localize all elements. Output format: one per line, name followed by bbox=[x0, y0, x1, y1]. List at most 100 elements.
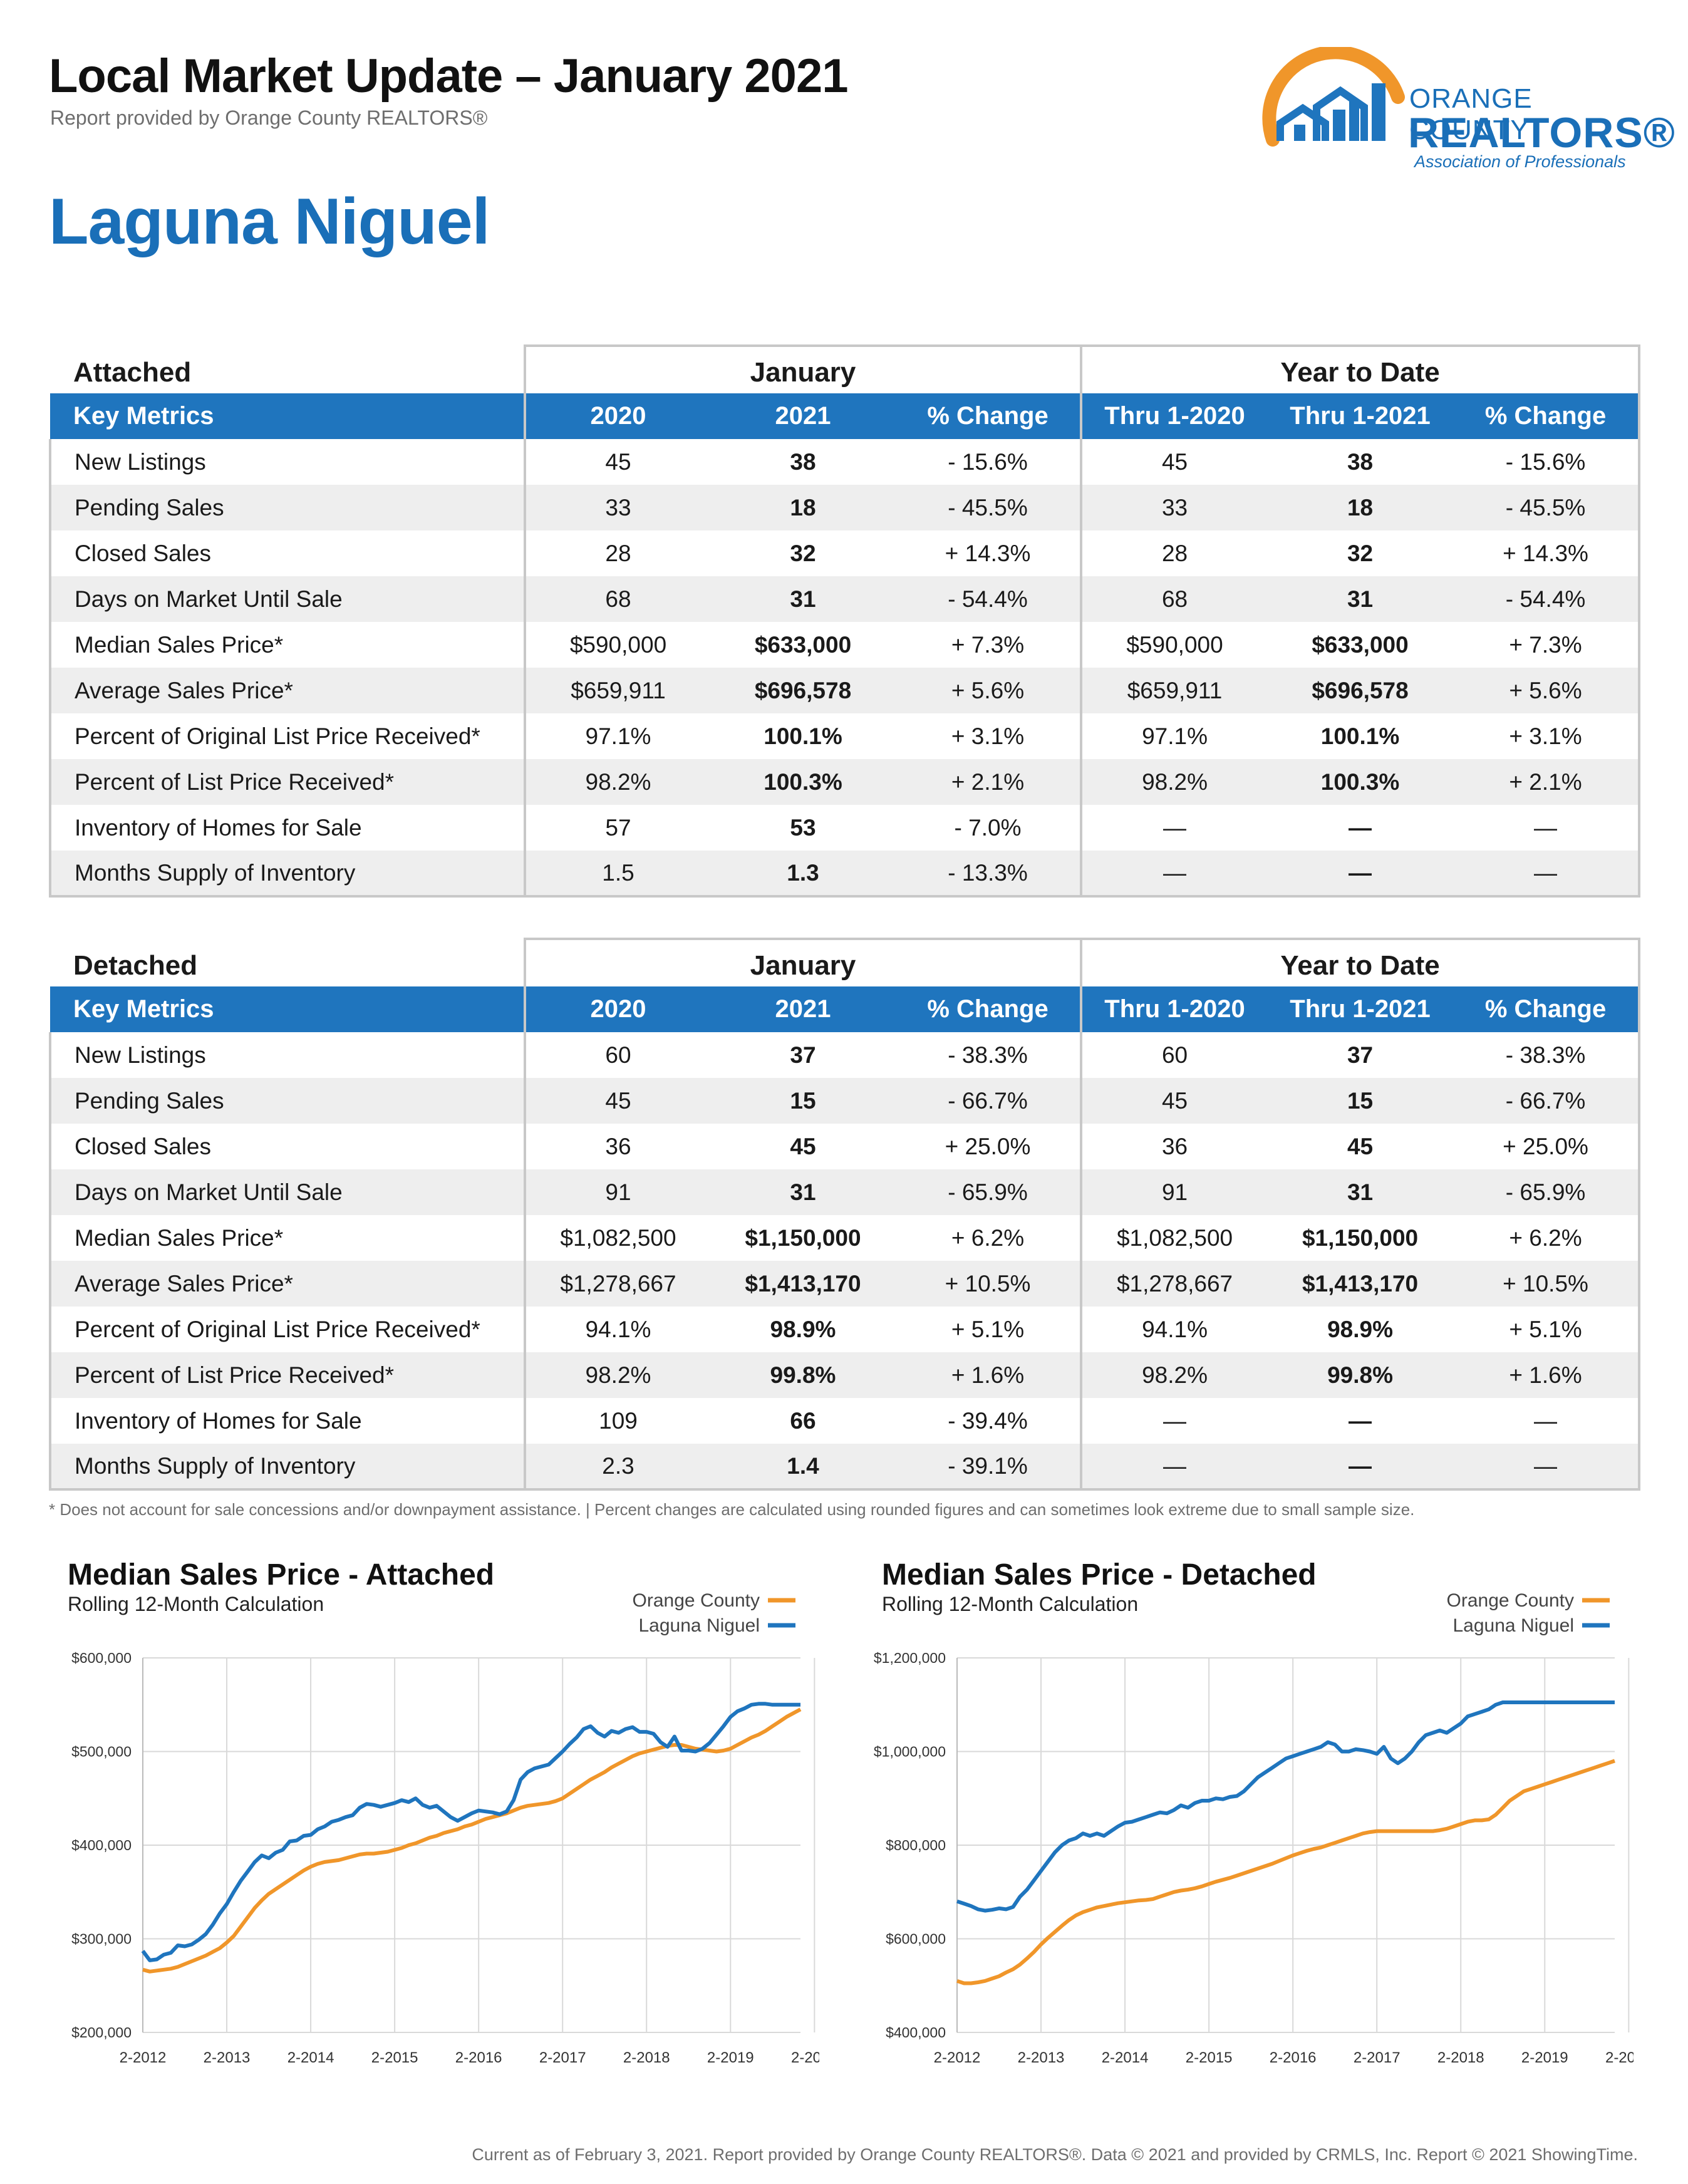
table-row: New Listings 60 37- 38.3% 60 37- 38.3% bbox=[49, 1032, 1641, 1078]
orange-county-realtors-logo: ORANGE COUNTY REALTORS® Association of P… bbox=[1259, 47, 1675, 172]
metric-value: 98.2% bbox=[1080, 1352, 1268, 1398]
x-tick-label: 2-2013 bbox=[1018, 2049, 1065, 2066]
column-header-thru2021: Thru 1-2021 bbox=[1267, 393, 1454, 439]
metric-value: 68 bbox=[1080, 576, 1268, 622]
metric-value: — bbox=[1453, 1398, 1641, 1444]
table-row: Days on Market Until Sale 68 31- 54.4% 68 31… bbox=[49, 576, 1641, 622]
metric-label: Days on Market Until Sale bbox=[49, 576, 525, 622]
metric-value: 38 bbox=[790, 448, 816, 475]
y-tick-label: $800,000 bbox=[886, 1837, 946, 1853]
metric-value: 2.3 bbox=[524, 1444, 710, 1491]
column-header-c2020: 2020 bbox=[524, 393, 710, 439]
metric-value: — bbox=[1080, 1444, 1268, 1491]
table-row: Months Supply of Inventory 1.5 1.3- 13.3% —… bbox=[49, 851, 1641, 898]
metric-value: 37 bbox=[1347, 1042, 1374, 1068]
table-row: Months Supply of Inventory 2.3 1.4- 39.1% —… bbox=[49, 1444, 1641, 1491]
line-chart: $200,000 $300,000 $400,000 $500,000 $600,000… bbox=[71, 1590, 819, 2066]
chart-title: Median Sales Price - Detached bbox=[882, 1558, 1317, 1591]
column-header-c2021: 2021 bbox=[710, 986, 896, 1032]
table-row: Closed Sales 28 32 + 14.3% 28 32 + 14.3% bbox=[49, 530, 1641, 576]
property-type-label: Detached bbox=[73, 950, 198, 981]
metric-value: — bbox=[1267, 851, 1454, 898]
table-row: Average Sales Price* $659,911 $696,578 + 5.… bbox=[49, 668, 1641, 713]
metric-value: 1.5 bbox=[524, 851, 710, 898]
column-header-key-metrics: Key Metrics bbox=[50, 986, 525, 1032]
house-arc-icon bbox=[1262, 47, 1405, 147]
y-tick-label: $500,000 bbox=[71, 1744, 132, 1760]
area-name: Laguna Niguel bbox=[49, 185, 490, 258]
metric-label: Months Supply of Inventory bbox=[49, 1444, 525, 1491]
metric-value: 68 bbox=[524, 576, 710, 622]
table-row: Days on Market Until Sale 91 31- 65.9% 91 31… bbox=[49, 1169, 1641, 1215]
metric-value: 45 bbox=[524, 1078, 710, 1124]
metric-value: $1,278,667 bbox=[524, 1261, 710, 1307]
metric-value: 31 bbox=[710, 1169, 896, 1215]
group-header-january: January bbox=[523, 344, 1083, 393]
y-tick-label: $1,000,000 bbox=[874, 1744, 946, 1760]
metric-value: 91 bbox=[1080, 1169, 1268, 1215]
metric-value: — bbox=[1453, 805, 1641, 851]
group-header-ytd: Year to Date bbox=[1080, 938, 1641, 986]
metric-value: + 14.3% bbox=[945, 540, 1031, 566]
x-tick-label: 2-2016 bbox=[1270, 2049, 1317, 2066]
metric-value: 36 bbox=[1080, 1124, 1268, 1169]
metric-label: Percent of List Price Received* bbox=[49, 1352, 525, 1398]
metric-value: 97.1% bbox=[1080, 713, 1268, 759]
metric-value: 94.1% bbox=[1080, 1307, 1268, 1352]
metric-value: 18 bbox=[710, 485, 896, 530]
metric-label: Average Sales Price* bbox=[49, 668, 525, 713]
metric-label: Inventory of Homes for Sale bbox=[49, 805, 525, 851]
metric-value: + 3.1% bbox=[1453, 713, 1641, 759]
metric-value: 15 bbox=[1267, 1078, 1454, 1124]
footnote: * Does not account for sale concessions … bbox=[49, 1500, 1415, 1519]
metric-value: + 7.3% bbox=[1453, 622, 1641, 668]
metric-value: 60 bbox=[1080, 1032, 1268, 1078]
y-tick-label: $600,000 bbox=[71, 1650, 132, 1666]
metric-value: $590,000 bbox=[1080, 622, 1268, 668]
metric-value: 38 bbox=[1347, 448, 1374, 475]
metric-value: $1,082,500 bbox=[524, 1215, 710, 1261]
metric-value: 31 bbox=[1267, 576, 1454, 622]
x-tick-label: 2-2015 bbox=[371, 2049, 418, 2066]
metric-value: + 25.0% bbox=[945, 1133, 1031, 1159]
x-tick-label: 2-2018 bbox=[1437, 2049, 1484, 2066]
metric-value: - 38.3% bbox=[948, 1042, 1028, 1068]
metric-value: — bbox=[1349, 814, 1372, 841]
metric-value: 100.3% bbox=[710, 759, 896, 805]
column-header-pct: % Change bbox=[896, 986, 1082, 1032]
metric-value: $1,413,170 bbox=[1267, 1261, 1454, 1307]
column-header-thru2021: Thru 1-2021 bbox=[1267, 986, 1454, 1032]
attached-metrics-table: Attached January Year to Date Key Metrics 20… bbox=[49, 344, 1641, 898]
table-row: Pending Sales 33 18- 45.5% 33 18- 45.5% bbox=[49, 485, 1641, 530]
metric-value: 32 bbox=[790, 540, 816, 566]
metric-value: - 45.5% bbox=[1453, 485, 1641, 530]
metric-value: 91 bbox=[524, 1169, 710, 1215]
x-tick-label: 2-2015 bbox=[1186, 2049, 1233, 2066]
metric-value: 28 bbox=[524, 530, 710, 576]
x-tick-label: 2-2014 bbox=[1102, 2049, 1149, 2066]
metric-value: + 7.3% bbox=[951, 631, 1025, 658]
chart-subtitle: Rolling 12-Month Calculation bbox=[68, 1593, 324, 1615]
metric-value: 33 bbox=[524, 485, 710, 530]
metric-value: 100.3% bbox=[1267, 759, 1454, 805]
metric-value: 45 bbox=[790, 1133, 816, 1159]
metric-value: - 65.9% bbox=[896, 1169, 1082, 1215]
legend-label: Laguna Niguel bbox=[639, 1615, 760, 1636]
metric-value: 32 bbox=[1347, 540, 1374, 566]
metric-value: - 38.3% bbox=[1453, 1032, 1641, 1078]
metric-value: + 1.6% bbox=[896, 1352, 1082, 1398]
metric-value: $696,578 bbox=[710, 668, 896, 713]
metric-value: + 1.6% bbox=[1453, 1352, 1641, 1398]
metric-value: 100.1% bbox=[1320, 723, 1400, 749]
metric-value: + 10.5% bbox=[896, 1261, 1082, 1307]
metric-value: + 5.6% bbox=[1453, 668, 1641, 713]
metric-value: 36 bbox=[524, 1124, 710, 1169]
metric-value: 15 bbox=[710, 1078, 896, 1124]
metric-value: 33 bbox=[1080, 485, 1268, 530]
metric-label: Average Sales Price* bbox=[49, 1261, 525, 1307]
metric-value: — bbox=[1080, 851, 1268, 898]
metric-value: 94.1% bbox=[524, 1307, 710, 1352]
report-title: Local Market Update – January 2021 bbox=[49, 49, 848, 103]
metric-value: $696,578 bbox=[1267, 668, 1454, 713]
table-row: Median Sales Price* $1,082,500 $1,150,000 +… bbox=[49, 1215, 1641, 1261]
